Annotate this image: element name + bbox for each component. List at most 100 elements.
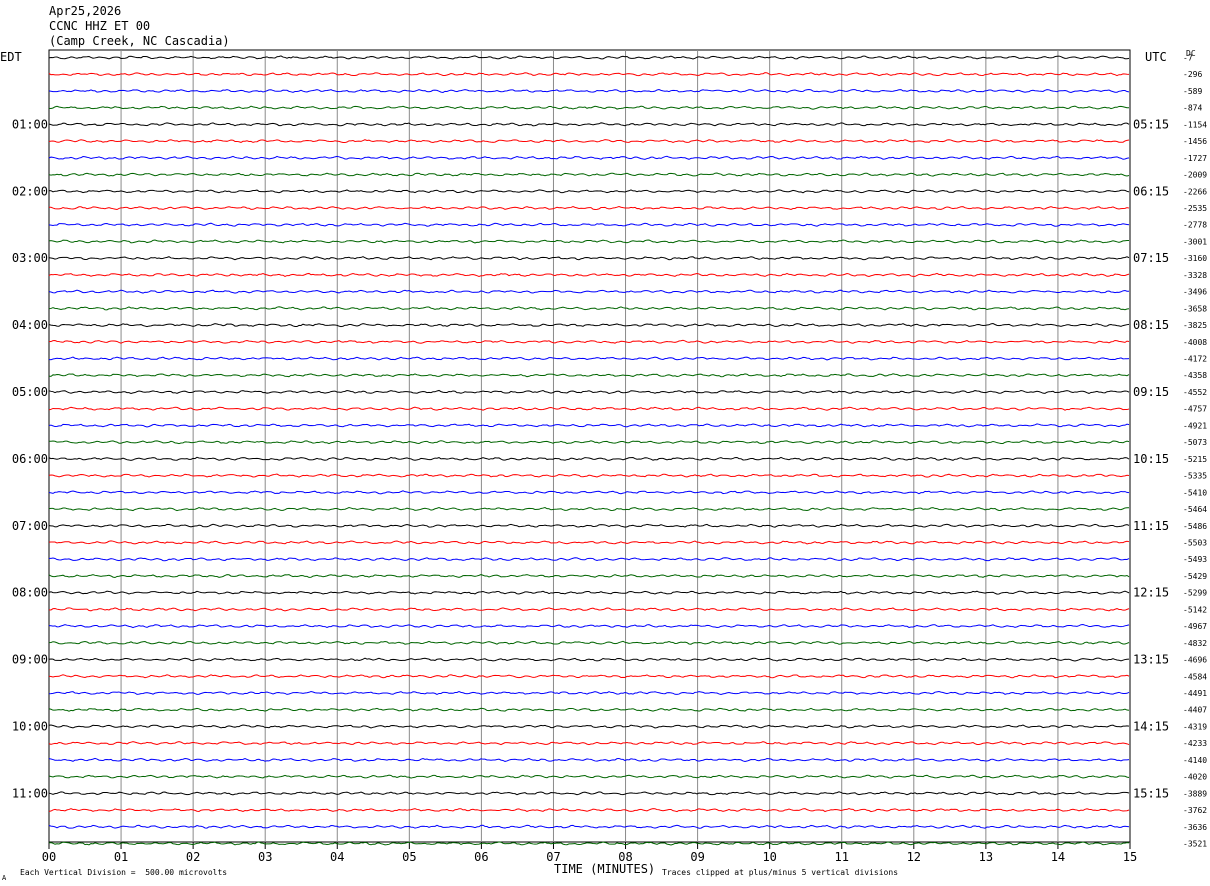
utc-hour-label: 06:15 xyxy=(1133,184,1169,198)
trace-39 xyxy=(48,707,1130,712)
dc-offset-label: -4491 xyxy=(1183,689,1207,698)
dc-offset-label: -4358 xyxy=(1183,371,1207,380)
trace-10 xyxy=(48,222,1130,227)
dc-offset-label: -4552 xyxy=(1183,388,1207,397)
utc-hour-label: 08:15 xyxy=(1133,318,1169,332)
dc-offset-label: -4757 xyxy=(1183,405,1207,414)
trace-42 xyxy=(48,757,1130,762)
edt-hour-label: 06:00 xyxy=(12,452,48,466)
dc-offset-label: -5215 xyxy=(1183,455,1207,464)
trace-30 xyxy=(48,557,1130,562)
trace-45 xyxy=(48,808,1130,813)
trace-7 xyxy=(48,172,1130,177)
clip-note: Traces clipped at plus/minus 5 vertical … xyxy=(662,868,899,877)
dc-offset-label: -3658 xyxy=(1183,304,1207,313)
trace-14 xyxy=(48,289,1130,294)
x-tick-label: 09 xyxy=(690,850,704,864)
utc-axis-label: UTC xyxy=(1145,50,1167,64)
utc-hour-label: 07:15 xyxy=(1133,251,1169,265)
dc-offset-label: -3328 xyxy=(1183,271,1207,280)
dc-offset-label: -4020 xyxy=(1183,773,1207,782)
trace-21 xyxy=(48,406,1130,411)
trace-2 xyxy=(48,88,1130,94)
trace-18 xyxy=(48,356,1130,361)
dc-offset-label: -4584 xyxy=(1183,672,1207,681)
edt-axis-label: EDT xyxy=(0,50,22,64)
dc-offset-label: -2266 xyxy=(1183,187,1207,196)
dc-offset-label: -2009 xyxy=(1183,171,1207,180)
dc-offset-label: -4696 xyxy=(1183,656,1207,665)
trace-12 xyxy=(48,256,1130,261)
trace-33 xyxy=(48,607,1130,612)
trace-31 xyxy=(48,574,1130,579)
dc-offset-label: -4233 xyxy=(1183,739,1207,748)
dc-offset-label: -2535 xyxy=(1183,204,1207,213)
utc-hour-label: 15:15 xyxy=(1133,786,1169,800)
utc-hour-label: 12:15 xyxy=(1133,586,1169,600)
dc-offset-label: -5073 xyxy=(1183,438,1207,447)
edt-hour-label: 04:00 xyxy=(12,318,48,332)
dc-offset-label: -4967 xyxy=(1183,622,1207,631)
trace-0 xyxy=(48,55,1130,60)
trace-40 xyxy=(48,724,1130,729)
dc-offset-label: -5464 xyxy=(1183,505,1207,514)
trace-35 xyxy=(48,640,1130,645)
dc-offset-label: -3160 xyxy=(1183,254,1207,263)
x-tick-label: 08 xyxy=(618,850,632,864)
x-axis-title: TIME (MINUTES) xyxy=(554,862,656,876)
x-tick-label: 11 xyxy=(835,850,849,864)
utc-hour-label: 09:15 xyxy=(1133,385,1169,399)
trace-13 xyxy=(48,272,1130,278)
dc-offset-label: -874 xyxy=(1183,104,1202,113)
x-tick-label: 00 xyxy=(42,850,56,864)
edt-hour-label: 11:00 xyxy=(12,786,48,800)
dc-offset-label: -5410 xyxy=(1183,488,1207,497)
trace-29 xyxy=(48,540,1130,545)
trace-5 xyxy=(48,139,1130,144)
x-tick-label: 13 xyxy=(979,850,993,864)
dc-offset-label: -4407 xyxy=(1183,706,1207,715)
trace-23 xyxy=(48,440,1130,445)
dc-offset-label: -5142 xyxy=(1183,605,1207,614)
dc-offset-label: -5429 xyxy=(1183,572,1207,581)
dc-offset-label: -3521 xyxy=(1183,840,1207,849)
dc-offset-label: -4140 xyxy=(1183,756,1207,765)
dc-offset-label: -3825 xyxy=(1183,321,1207,330)
dc-offset-label: -2778 xyxy=(1183,221,1207,230)
edt-hour-label: 08:00 xyxy=(12,586,48,600)
trace-16 xyxy=(48,323,1130,328)
x-tick-label: 06 xyxy=(474,850,488,864)
trace-1 xyxy=(48,72,1130,77)
trace-9 xyxy=(48,205,1130,211)
utc-hour-label: 10:15 xyxy=(1133,452,1169,466)
trace-34 xyxy=(48,624,1130,629)
dc-offset-label: -589 xyxy=(1183,87,1202,96)
dc-offset-label: -3636 xyxy=(1183,823,1207,832)
dc-offset-label: -5493 xyxy=(1183,555,1207,564)
utc-hour-label: 14:15 xyxy=(1133,719,1169,733)
trace-11 xyxy=(48,239,1130,244)
dc-label: DC xyxy=(1186,49,1196,58)
plot-date: Apr25,2026 xyxy=(49,4,122,18)
trace-17 xyxy=(48,339,1130,344)
plot-frame xyxy=(48,49,1131,843)
corner-mark: A xyxy=(2,874,7,882)
dc-offset-label: -3762 xyxy=(1183,806,1207,815)
trace-43 xyxy=(48,774,1130,779)
trace-15 xyxy=(48,306,1130,311)
dc-offset-label: -4008 xyxy=(1183,338,1207,347)
trace-24 xyxy=(48,456,1130,461)
trace-38 xyxy=(48,690,1130,696)
trace-26 xyxy=(48,490,1130,495)
x-tick-label: 01 xyxy=(114,850,128,864)
station-location: (Camp Creek, NC Cascadia) xyxy=(49,34,230,48)
trace-6 xyxy=(48,155,1130,160)
edt-hour-label: 02:00 xyxy=(12,184,48,198)
trace-22 xyxy=(48,423,1130,428)
x-tick-label: 14 xyxy=(1051,850,1065,864)
x-tick-label: 12 xyxy=(907,850,921,864)
dc-offset-label: -3889 xyxy=(1183,789,1207,798)
dc-offset-label: -5299 xyxy=(1183,589,1207,598)
edt-hour-label: 05:00 xyxy=(12,385,48,399)
